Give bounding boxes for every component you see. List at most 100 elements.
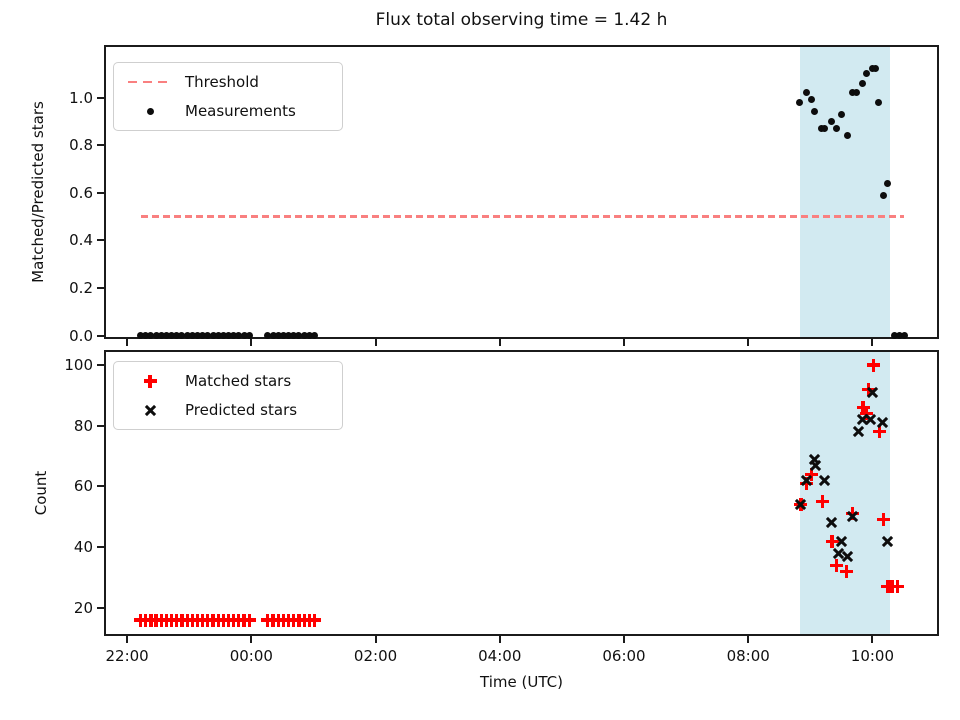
predicted-cross-icon [141,401,159,419]
legend-label-threshold: Threshold [185,73,259,91]
measurements-marker [875,98,883,106]
measurements-marker [152,332,160,340]
threshold-line-icon [128,80,172,84]
x-tick-label: 00:00 [229,647,273,665]
measurements-marker [204,332,212,340]
x-tick-label: 04:00 [478,647,522,665]
measurements-marker [872,65,879,73]
x-tick-mark [622,636,625,643]
measurements-marker [235,332,243,340]
y-tick-mark [97,144,104,147]
matched-stars-marker [816,495,830,509]
measurements-marker [310,332,318,340]
measurements-marker [285,332,293,340]
matched-stars-marker [242,613,256,627]
x-tick-label: 02:00 [353,647,398,665]
y-tick-mark [97,546,104,549]
y-tick-label: 0.2 [69,279,93,298]
observing-window-highlight [799,47,890,337]
legend-ratio: Threshold Measurements [113,62,343,131]
matched-stars-marker [829,558,843,572]
y-tick-mark [97,239,104,242]
measurement-dot-icon [146,107,154,115]
x-tick-mark [250,339,253,346]
measurements-marker [142,332,150,340]
measurements-marker [290,332,298,340]
matched-stars-marker [856,401,870,415]
y-tick-mark [97,96,104,99]
measurements-marker [844,132,852,140]
matched-stars-marker [890,580,904,594]
measurements-marker [178,332,186,340]
y-tick-label: 0.8 [69,136,93,155]
matched-stars-marker [877,513,891,527]
x-tick-label: 10:00 [850,647,895,665]
x-tick-label: 06:00 [602,647,646,665]
x-tick-mark [747,636,750,643]
y-tick-label: 100 [64,356,93,375]
x-tick-label: 22:00 [105,647,149,665]
measurements-marker [890,332,898,340]
y-tick-mark [97,606,104,609]
measurements-marker [827,117,835,125]
y-tick-label: 80 [73,416,93,435]
matched-plus-icon [143,374,157,388]
measurements-marker [807,96,815,104]
measurements-marker [832,124,840,132]
measurements-marker [214,332,222,340]
measurements-marker [225,332,233,340]
matched-stars-marker [866,358,880,372]
y-tick-label: 0.0 [69,326,93,345]
measurements-marker [240,332,248,340]
x-tick-mark [126,636,129,643]
measurements-marker [279,332,287,340]
y-tick-label: 60 [73,477,93,496]
y-tick-mark [97,424,104,427]
measurements-marker [183,332,191,340]
matched-stars-marker [840,564,854,578]
x-tick-mark [374,339,377,346]
y-tick-label: 1.0 [69,88,93,107]
measurements-marker [194,332,201,340]
measurements-marker [895,332,903,340]
y-axis-label-count: Count [32,470,50,516]
measurements-marker [147,332,155,340]
measurements-marker [274,332,282,340]
legend-entry-predicted: Predicted stars [124,399,332,421]
measurements-marker [168,332,176,340]
y-axis-label-ratio: Matched/Predicted stars [29,101,47,283]
measurements-marker [821,124,829,132]
measurements-marker [884,179,892,187]
y-tick-label: 0.4 [69,231,93,250]
count-plot: Matched stars Predicted stars 20 40 60 80 10… [64,350,939,665]
x-tick-mark [747,339,750,346]
legend-entry-measurements: Measurements [124,100,332,122]
threshold-line [140,215,905,218]
measurements-marker [858,79,866,87]
x-tick-mark [374,636,377,643]
x-tick-mark [871,636,874,643]
legend-entry-matched: Matched stars [124,370,332,392]
y-tick-label: 40 [73,538,93,557]
measurements-marker [853,89,861,97]
x-tick-mark [498,339,501,346]
measurements-marker [209,332,217,340]
y-tick-label: 20 [73,598,93,617]
x-tick-mark [126,339,129,346]
x-tick-label: 08:00 [726,647,770,665]
matched-stars-marker [307,613,321,627]
measurements-marker [802,89,810,97]
measurements-marker [837,110,845,118]
measurements-marker [245,332,253,340]
measurements-marker [305,332,313,340]
y-tick-label: 0.6 [69,183,93,202]
matched-stars-marker [804,467,818,481]
x-tick-mark [250,636,253,643]
measurements-marker [199,332,207,340]
ratio-plot: Threshold Measurements 0.0 0.2 0.4 0.6 0.8 1.… [69,45,939,346]
legend-label-predicted: Predicted stars [185,401,298,419]
legend-label-measurements: Measurements [185,102,296,120]
measurements-marker [137,332,145,340]
measurements-marker [269,332,277,340]
